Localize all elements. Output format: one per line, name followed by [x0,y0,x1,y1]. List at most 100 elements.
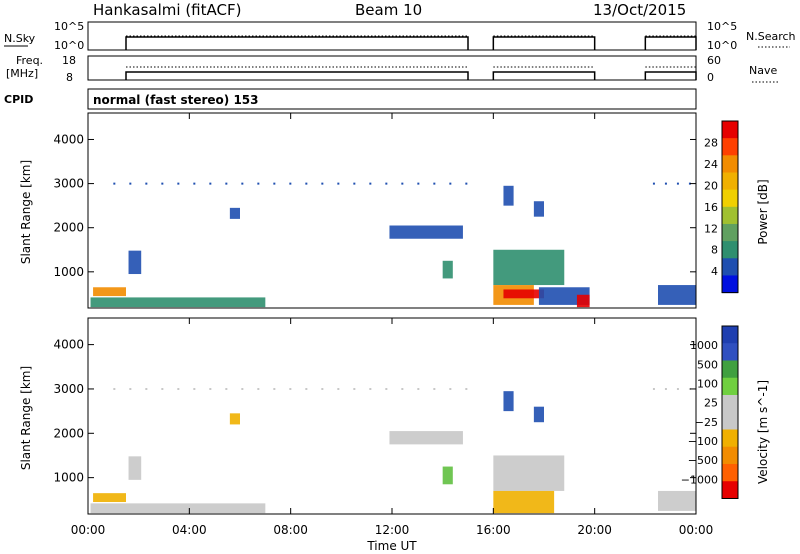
velocity-echo [493,490,555,514]
x-tick-label: 00:00 [71,523,106,537]
velocity-echo [493,455,565,491]
y-tick-label: 3000 [53,177,84,191]
freq-strip-frame [87,55,697,81]
power-colorbar-segment [722,223,738,242]
power-colorbar-label: Power [dB] [756,179,770,244]
velocity-colorbar-tick: 100 [697,377,718,390]
power-echo [93,287,126,297]
power-echo [90,297,266,308]
velocity-colorbar-segment [722,326,738,344]
velocity-colorbar-label: Velocity [m s^-1] [756,380,770,484]
nsky-label: N.Sky [4,32,36,45]
power-echo [229,207,240,219]
power-echo [658,285,696,305]
velocity-colorbar-frame [721,325,739,499]
power-echo [533,201,544,217]
velocity-colorbar-segment [722,360,738,379]
nsky-tick-bottom: 10^0 [54,39,84,52]
velocity-colorbar-segment [722,463,738,482]
power-colorbar-segment [722,258,738,276]
velocity-colorbar-segment [722,481,738,499]
velocity-echo [128,456,142,480]
date-title: 13/Oct/2015 [593,1,686,19]
power-colorbar-segment [722,241,738,259]
cpid-frame [87,88,697,110]
y-tick-label: 3000 [53,382,84,396]
power-colorbar-tick: 24 [704,158,718,171]
freq-unit: [MHz] [6,67,38,80]
velocity-echo [442,466,453,485]
power-echo [128,250,142,275]
cpid-label: CPID [4,93,33,106]
power-colorbar-segment [722,206,738,225]
power-colorbar-tick: 28 [704,136,718,149]
freq-tick-top: 18 [62,54,76,67]
power-colorbar-tick: 8 [711,244,718,257]
velocity-echo [93,493,126,503]
time-xlabel: Time UT [366,539,417,553]
velocity-colorbar-tick: 25 [704,397,718,410]
velocity-colorbar-segment [722,446,738,465]
freq-segment [125,71,469,80]
x-tick-label: 20:00 [577,523,612,537]
velocity-echo [533,406,544,423]
power-colorbar-tick: 16 [704,201,718,214]
velocity-colorbar-tick: 1000 [690,339,718,352]
freq-tick-bottom: 8 [66,71,73,84]
nsearch-tick-top: 10^5 [707,20,737,33]
power-colorbar: 28 24 20 16 12 8 4 [704,120,739,294]
nsky-segment [125,36,469,50]
y-tick-label: 1000 [53,265,84,279]
y-tick-label: 4000 [53,338,84,352]
x-tick-label: 12:00 [375,523,410,537]
power-colorbar-segment [722,155,738,173]
nsearch-label: N.Search [746,30,796,43]
power-ylabel: Slant Range [km] [19,160,33,264]
power-y-axis: 1000 2000 3000 4000 [53,132,696,279]
velocity-colorbar-tick: −25 [695,416,718,429]
freq-segment [492,71,596,80]
x-tick-label: 04:00 [172,523,207,537]
nsky-strip-frame [87,21,697,51]
power-colorbar-segment [722,189,738,208]
power-echo [503,185,514,206]
power-echo-layer [90,182,696,308]
nave-tick-bottom: 0 [707,71,714,84]
velocity-echo [389,431,463,445]
velocity-colorbar-segment [722,412,738,430]
velocity-colorbar-segment [722,429,738,448]
freq-label: Freq. [16,54,43,67]
velocity-ylabel: Slant Range [km] [19,366,33,470]
power-echo [442,260,453,279]
power-colorbar-tick: 12 [704,222,718,235]
power-colorbar-segment [722,138,738,156]
power-colorbar-segment [722,275,738,294]
power-colorbar-tick: 4 [711,265,718,278]
y-tick-label: 1000 [53,471,84,485]
velocity-colorbar-segment [722,343,738,361]
velocity-colorbar-tick: −500 [688,454,718,467]
power-colorbar-tick: 20 [704,179,718,192]
velocity-echo [229,413,240,425]
cpid-text: normal (fast stereo) 153 [93,93,259,107]
freq-segment [644,71,697,80]
velocity-colorbar-segment [722,394,738,413]
x-tick-label: 00:00 [679,523,714,537]
station-title: Hankasalmi (fitACF) [93,1,241,19]
nsky-segment [492,36,596,50]
nave-tick-top: 60 [707,54,721,67]
power-panel-frame [87,112,697,309]
velocity-echo [503,391,514,412]
nsearch-tick-bottom: 10^0 [707,39,737,52]
nsky-tick-top: 10^5 [54,20,84,33]
y-tick-label: 2000 [53,221,84,235]
power-echo [576,294,590,308]
velocity-colorbar: 1000 500 100 25 −25 −100 −500 −1000 [681,325,739,499]
nsky-segment [644,36,697,50]
velocity-echo [90,503,266,514]
velocity-colorbar-segment [722,377,738,396]
velocity-y-axis: 1000 2000 3000 4000 [53,338,696,485]
velocity-echo [658,490,696,511]
time-x-axis: 00:00 04:00 08:00 12:00 16:00 20:00 00:00 [71,113,714,537]
